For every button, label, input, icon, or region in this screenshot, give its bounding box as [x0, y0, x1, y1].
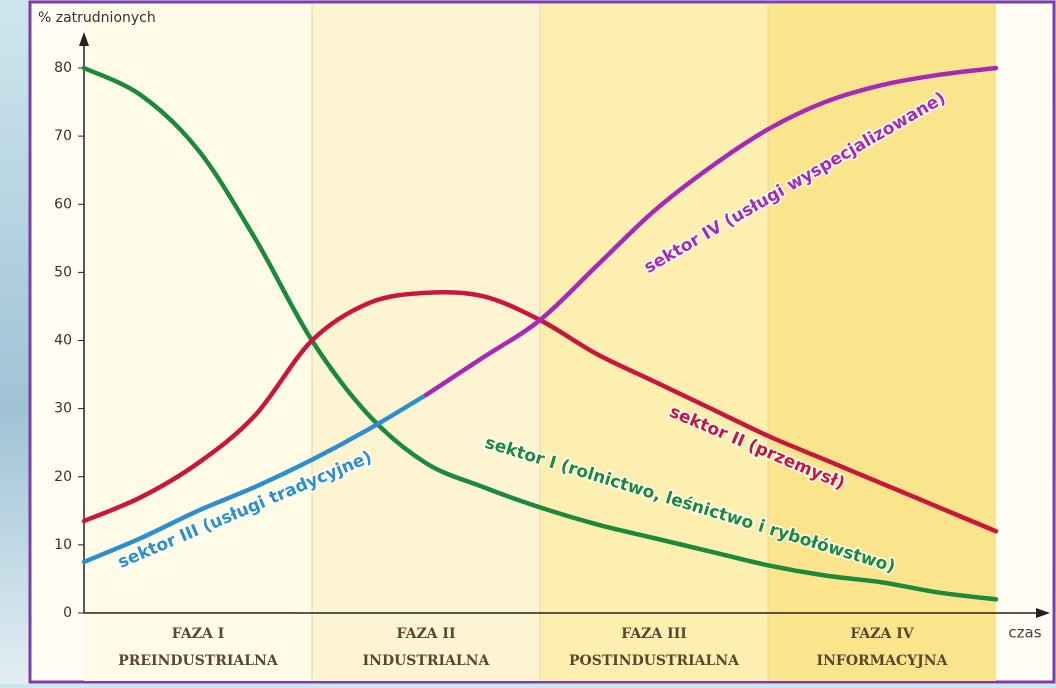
phase-band: [84, 4, 312, 681]
phase-label: INDUSTRIALNA: [363, 653, 491, 669]
phase-name: FAZA IV: [850, 626, 914, 642]
x-axis-label: czas: [1008, 624, 1041, 642]
y-tick-label: 70: [54, 128, 72, 144]
y-axis-label: % zatrudnionych: [38, 10, 156, 26]
y-tick-label: 0: [63, 605, 72, 621]
phase-name: FAZA II: [396, 626, 455, 642]
phase-label: POSTINDUSTRIALNA: [569, 653, 740, 669]
phase-band: [768, 4, 996, 681]
y-tick-label: 50: [54, 264, 72, 280]
chart: FAZA I PREINDUSTRIALNA FAZA II INDUSTRIALNA…: [0, 0, 1056, 684]
y-tick-label: 60: [54, 196, 72, 212]
phase-label: INFORMACYJNA: [817, 653, 949, 669]
y-tick-label: 40: [54, 333, 72, 349]
y-tick-label: 10: [54, 537, 72, 553]
phase-name: FAZA I: [172, 626, 225, 642]
page: FAZA I PREINDUSTRIALNA FAZA II INDUSTRIALNA…: [0, 0, 1056, 684]
phase-label: PREINDUSTRIALNA: [118, 653, 279, 669]
y-tick-label: 30: [54, 401, 72, 417]
phase-name: FAZA III: [621, 626, 687, 642]
y-tick-label: 80: [54, 60, 72, 76]
y-tick-label: 20: [54, 469, 72, 485]
